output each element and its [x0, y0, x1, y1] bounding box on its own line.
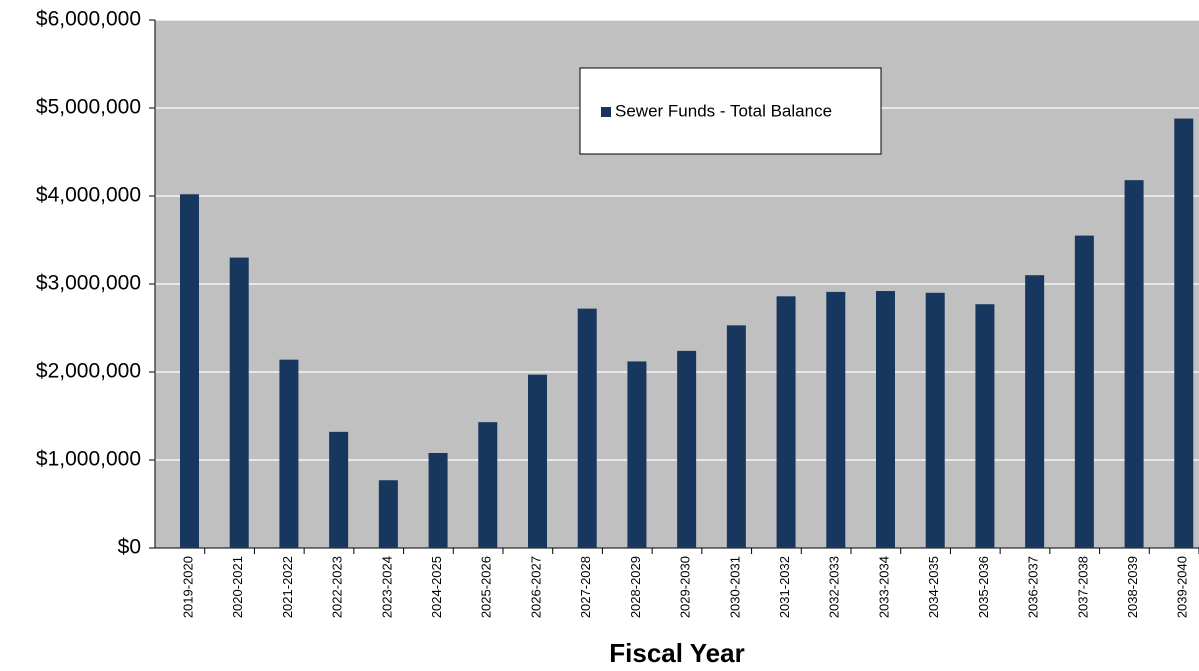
bar	[180, 194, 199, 549]
x-tick-label: 2021-2022	[280, 556, 295, 618]
y-tick-label: $4,000,000	[36, 184, 141, 207]
bar	[677, 350, 697, 548]
bar	[876, 291, 895, 548]
bar	[925, 292, 945, 548]
x-tick-label: 2027-2028	[578, 556, 593, 618]
bar	[528, 374, 547, 548]
bar	[726, 325, 746, 548]
bar	[1074, 235, 1094, 548]
bar	[229, 257, 249, 548]
bar	[826, 291, 846, 548]
x-tick-label: 2034-2035	[926, 556, 941, 618]
x-tick-label: 2023-2024	[379, 556, 394, 618]
x-tick-label: 2029-2030	[678, 556, 693, 618]
x-tick-label: 2033-2034	[876, 556, 891, 618]
x-tick-label: 2038-2039	[1125, 556, 1140, 618]
x-tick-label: 2037-2038	[1075, 556, 1090, 618]
bar	[329, 431, 349, 548]
x-tick-label: 2030-2031	[727, 556, 742, 618]
y-tick-label: $1,000,000	[36, 448, 141, 471]
x-tick-label: 2036-2037	[1026, 556, 1041, 618]
bar	[478, 422, 498, 548]
bar	[776, 296, 796, 548]
bar	[627, 361, 647, 548]
x-tick-label: 2020-2021	[230, 556, 245, 618]
x-tick-label: 2031-2032	[777, 556, 792, 618]
bar	[577, 308, 597, 548]
bar	[428, 452, 448, 548]
bar	[1025, 275, 1045, 548]
bar	[378, 480, 398, 548]
x-tick-label: 2032-2033	[827, 556, 842, 618]
bar	[1174, 118, 1194, 548]
y-tick-label: $0	[118, 536, 141, 559]
x-tick-label: 2019-2020	[180, 556, 195, 618]
y-tick-label: $5,000,000	[36, 96, 141, 119]
y-tick-label: $6,000,000	[36, 8, 141, 31]
x-tick-label: 2028-2029	[628, 556, 643, 618]
bar	[279, 359, 299, 548]
x-tick-label: 2039-2040	[1175, 556, 1190, 618]
legend-swatch	[601, 107, 611, 117]
bar	[1124, 180, 1144, 548]
bar	[975, 304, 995, 548]
x-tick-label: 2026-2027	[528, 556, 543, 618]
x-tick-label: 2022-2023	[330, 556, 345, 618]
legend-label: Sewer Funds - Total Balance	[615, 101, 832, 120]
x-tick-label: 2025-2026	[479, 556, 494, 618]
y-tick-label: $3,000,000	[36, 272, 141, 295]
x-axis-label: Fiscal Year	[609, 638, 744, 668]
x-tick-label: 2024-2025	[429, 556, 444, 618]
y-tick-label: $2,000,000	[36, 360, 141, 383]
legend-box	[579, 67, 882, 155]
x-tick-label: 2035-2036	[976, 556, 991, 618]
